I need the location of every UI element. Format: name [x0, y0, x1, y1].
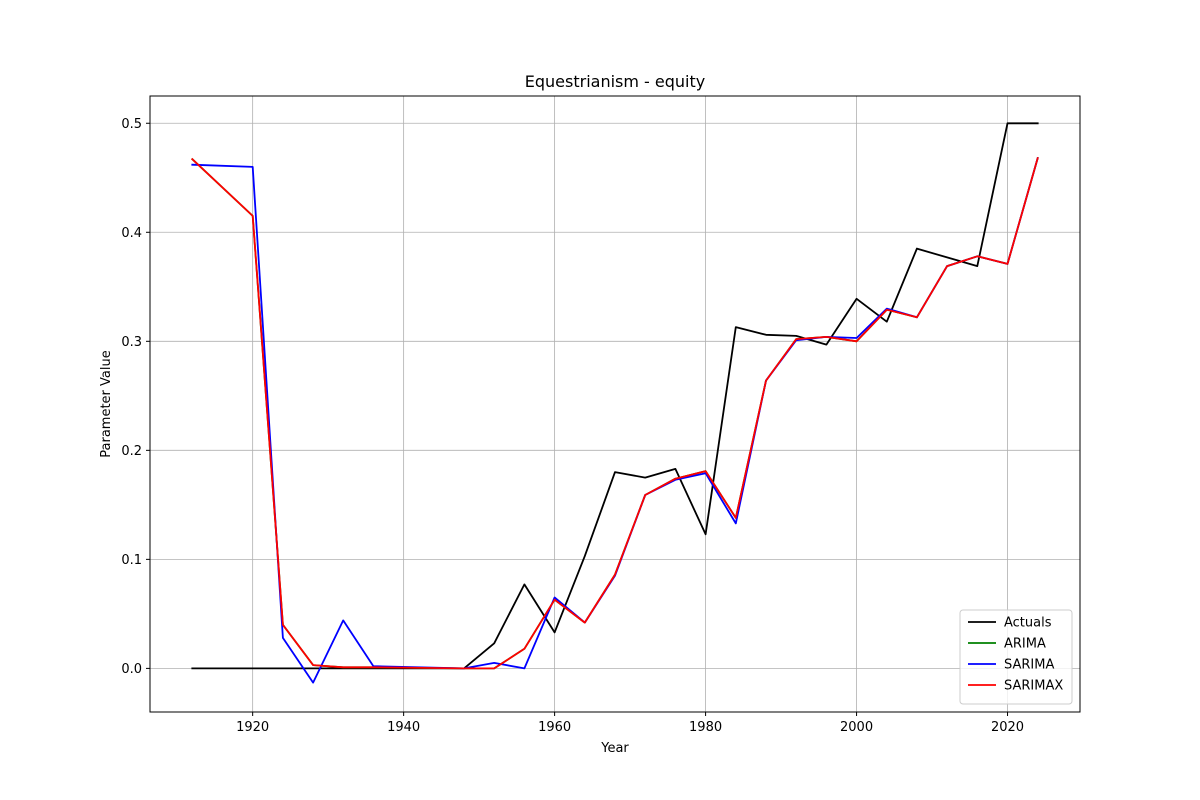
x-tick-label: 1940 [387, 720, 420, 735]
x-tick-label: 2020 [991, 720, 1024, 735]
y-tick-label: 0.1 [121, 553, 142, 568]
y-tick-label: 0.5 [121, 117, 142, 132]
grid [150, 96, 1080, 712]
legend-entry: Actuals [1004, 616, 1052, 631]
series-line-arima [191, 156, 1039, 670]
legend: Actuals ARIMA SARIMA SARIMAX [959, 609, 1073, 705]
y-tick-label: 0.2 [121, 444, 142, 459]
x-axis: 1920 1940 1960 1980 2000 2020 [236, 712, 1024, 735]
x-tick-label: 1980 [689, 720, 722, 735]
legend-box [959, 609, 1073, 705]
legend-entry: SARIMA [1004, 658, 1054, 673]
series-layer [191, 122, 1039, 684]
series-line-actuals [191, 122, 1039, 670]
y-tick-label: 0.0 [121, 662, 142, 677]
chart-title: Equestrianism - equity [525, 72, 705, 91]
series-line-sarima [191, 156, 1039, 684]
x-tick-label: 1960 [538, 720, 571, 735]
y-tick-label: 0.4 [121, 226, 142, 241]
y-tick-label: 0.3 [121, 335, 142, 350]
series-line-sarimax [191, 156, 1039, 670]
x-axis-label: Year [600, 741, 629, 756]
plot-frame [149, 95, 1081, 713]
y-axis: 0.0 0.1 0.2 0.3 0.4 0.5 [121, 117, 150, 677]
y-axis-label: Parameter Value [99, 350, 114, 457]
x-tick-label: 1920 [236, 720, 269, 735]
x-tick-label: 2000 [840, 720, 873, 735]
legend-entry: ARIMA [1004, 637, 1046, 652]
legend-entry: SARIMAX [1004, 679, 1063, 694]
